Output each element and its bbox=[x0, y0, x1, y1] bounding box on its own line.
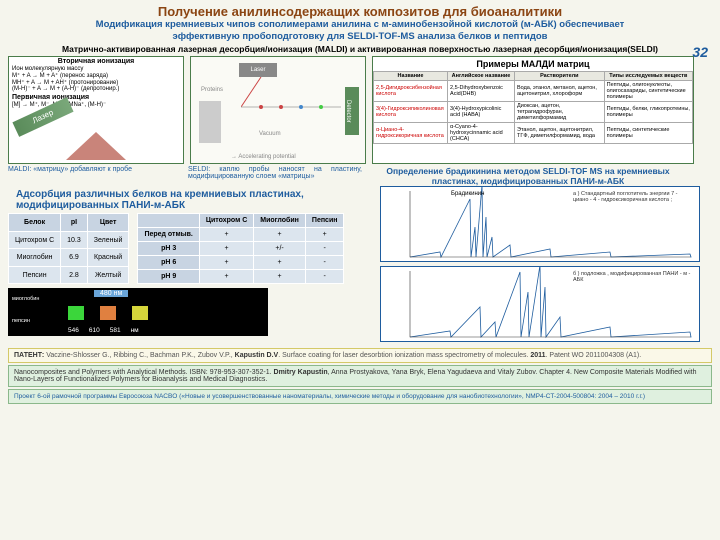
ion-header: Вторичная ионизация bbox=[9, 57, 183, 66]
subtitle-1: Модификация кремниевых чипов сополимерам… bbox=[0, 19, 720, 31]
plate-icon bbox=[199, 101, 221, 143]
ionization-panel: Вторичная ионизация Ион молекулярную мас… bbox=[8, 56, 184, 164]
right-column: Брадикинин а ) Стандартный поглотитель э… bbox=[380, 186, 700, 346]
accel-label: → Accelerating potential bbox=[231, 154, 296, 160]
diagram-row: Вторичная ионизация Ион молекулярную мас… bbox=[0, 54, 720, 166]
footer-project: Проект 6-ой рамочной программы Евросоюза… bbox=[8, 389, 712, 404]
gel-480: 480 нм bbox=[94, 290, 128, 297]
gel-left-1: пепсин bbox=[12, 318, 30, 324]
ion-line-0: M⁺ + A → M + A⁺ (перенос заряда) bbox=[9, 73, 183, 80]
page-number: 32 bbox=[692, 44, 708, 60]
maldi-heading: Матрично-активированная лазерная десорбц… bbox=[0, 44, 720, 54]
spec-b-label: б ) подложка , модифицированная ПАНИ - м… bbox=[573, 271, 693, 283]
ph-table: Цитохром СМиоглобинПепсин Перед отмыв.++… bbox=[137, 213, 344, 284]
ion-primary: Первичная ионизация bbox=[9, 93, 183, 102]
caption-spectrum: Определение брадикинина методом SELDI-TO… bbox=[368, 166, 688, 186]
spectrum-b: б ) подложка , модифицированная ПАНИ - м… bbox=[380, 266, 700, 342]
spectrum-a: Брадикинин а ) Стандартный поглотитель э… bbox=[380, 186, 700, 262]
caption-seldi: SELDI: каплю пробы наносят на пластину, … bbox=[188, 166, 362, 186]
matrix-table: НазваниеАнглийское названиеРастворителиТ… bbox=[373, 71, 693, 144]
spec-a-label: а ) Стандартный поглотитель энергии 7 - … bbox=[573, 191, 693, 203]
caption-maldi: MALDI: «матрицу» добавляют к пробе bbox=[8, 166, 182, 186]
gel-bands bbox=[68, 306, 148, 320]
ion-line-1: MH⁺ + A → M + AH⁺ (протонирование) bbox=[9, 80, 183, 87]
caption-row: MALDI: «матрицу» добавляют к пробе SELDI… bbox=[0, 166, 720, 186]
seldi-panel: Laser Proteins Detector Vacuum → Acceler… bbox=[190, 56, 366, 164]
ion-arrow-icon bbox=[66, 132, 126, 160]
gel-image: миоглобин пепсин 480 нм 546610581нм bbox=[8, 288, 268, 336]
content-row: Адсорбция различных белков на кремниевых… bbox=[0, 186, 720, 346]
spec-a-eq: Брадикинин bbox=[451, 191, 484, 197]
matrix-title: Примеры МАЛДИ матриц bbox=[373, 57, 693, 71]
footer-patent: ПАТЕНТ: Vaczine-Shlosser G., Ribbing C.,… bbox=[8, 348, 712, 363]
gel-left-0: миоглобин bbox=[12, 296, 39, 302]
ion-sub: Ион молекулярную массу bbox=[9, 66, 183, 73]
proteins-label: Proteins bbox=[201, 87, 223, 93]
matrix-panel: Примеры МАЛДИ матриц НазваниеАнглийское … bbox=[372, 56, 694, 164]
ion-primary-sub: [M] → M⁺, M⁻, MH⁺, MNa⁺, (M-H)⁻ bbox=[9, 102, 183, 109]
subtitle-2: эффективную пробоподготовку для SELDI-TO… bbox=[0, 31, 720, 44]
gel-nums: 546610581нм bbox=[68, 327, 139, 334]
ion-line-2: (M-H)⁻ + A → M + (A-H)⁻ (депротонир.) bbox=[9, 86, 183, 93]
footer-nano: Nanocomposites and Polymers with Analyti… bbox=[8, 365, 712, 387]
left-column: Адсорбция различных белков на кремниевых… bbox=[8, 186, 372, 346]
page-title: Получение анилинсодержащих композитов дл… bbox=[0, 0, 720, 19]
protein-table: БелокpIЦвет Цитохром С10.3ЗеленыйМиоглоб… bbox=[8, 213, 129, 284]
beam-icon bbox=[241, 77, 351, 137]
laser-box: Laser bbox=[239, 63, 277, 77]
adsorption-title: Адсорбция различных белков на кремниевых… bbox=[8, 186, 372, 213]
